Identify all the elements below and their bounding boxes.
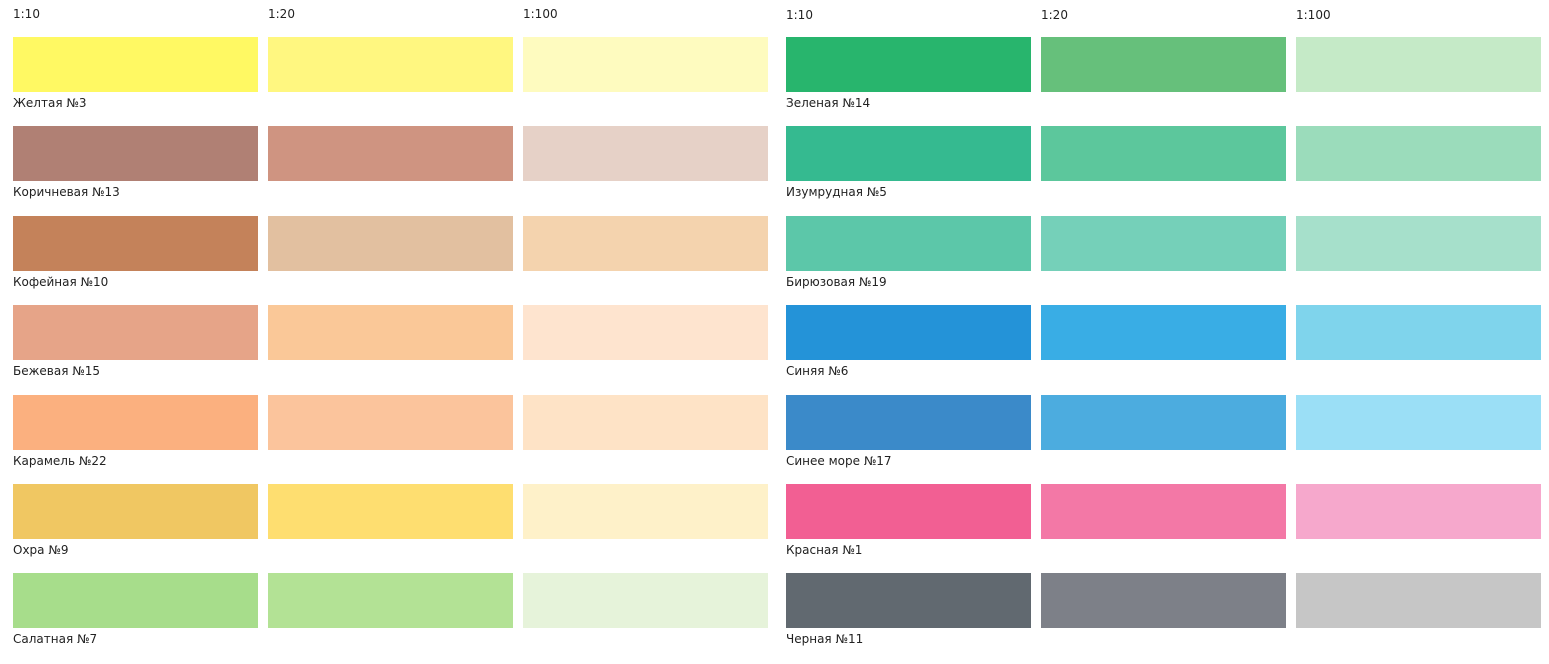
color-name: Красная №1 bbox=[786, 543, 863, 557]
color-swatch bbox=[523, 37, 768, 92]
color-swatch bbox=[268, 573, 513, 629]
color-swatch bbox=[268, 305, 513, 361]
color-swatch bbox=[13, 573, 258, 629]
color-swatch bbox=[1296, 484, 1541, 539]
column-header: 1:20 bbox=[268, 7, 295, 21]
color-swatch bbox=[1296, 215, 1541, 271]
color-swatch bbox=[1041, 484, 1286, 539]
color-swatch bbox=[1041, 37, 1286, 92]
color-name: Бирюзовая №19 bbox=[786, 274, 887, 289]
color-swatch bbox=[1041, 394, 1286, 450]
color-name: Изумрудная №5 bbox=[786, 185, 887, 200]
color-swatch bbox=[268, 126, 513, 182]
color-name: Синяя №6 bbox=[786, 364, 849, 379]
color-swatch bbox=[13, 215, 258, 271]
color-name: Черная №11 bbox=[786, 632, 864, 647]
color-swatch bbox=[786, 484, 1031, 539]
color-swatch bbox=[268, 37, 513, 92]
column-header: 1:100 bbox=[523, 7, 558, 21]
color-swatch bbox=[523, 126, 768, 182]
column-header: 1:100 bbox=[1296, 8, 1331, 22]
color-swatch bbox=[523, 305, 768, 361]
column-header: 1:20 bbox=[1041, 8, 1068, 22]
color-swatch bbox=[1041, 126, 1286, 182]
color-swatch bbox=[13, 484, 258, 539]
color-swatch bbox=[523, 394, 768, 450]
color-swatch bbox=[13, 126, 258, 182]
color-swatch bbox=[1041, 305, 1286, 361]
color-swatch bbox=[1041, 215, 1286, 271]
color-swatch bbox=[1296, 305, 1541, 361]
color-swatch bbox=[786, 394, 1031, 450]
color-name: Зеленая №14 bbox=[786, 96, 871, 110]
color-swatch bbox=[268, 215, 513, 271]
color-swatch bbox=[786, 305, 1031, 361]
color-swatch bbox=[786, 215, 1031, 271]
color-swatch bbox=[1041, 573, 1286, 629]
color-swatch bbox=[1296, 394, 1541, 450]
color-swatch bbox=[786, 573, 1031, 629]
color-name: Синее море №17 bbox=[786, 453, 892, 468]
color-swatch bbox=[1296, 573, 1541, 629]
color-swatch bbox=[523, 215, 768, 271]
color-swatch bbox=[13, 37, 258, 92]
color-swatch bbox=[13, 305, 258, 361]
color-name: Бежевая №15 bbox=[13, 364, 101, 379]
color-swatch bbox=[13, 394, 258, 450]
column-header: 1:10 bbox=[13, 7, 40, 21]
color-name: Желтая №3 bbox=[13, 96, 87, 110]
color-name: Коричневая №13 bbox=[13, 185, 120, 200]
color-swatch bbox=[268, 394, 513, 450]
color-swatch bbox=[1296, 126, 1541, 182]
color-swatch bbox=[1296, 37, 1541, 92]
color-name: Салатная №7 bbox=[13, 632, 98, 647]
color-swatch bbox=[786, 37, 1031, 92]
color-swatch bbox=[523, 573, 768, 629]
color-swatch bbox=[268, 484, 513, 539]
color-name: Охра №9 bbox=[13, 543, 69, 557]
column-header: 1:10 bbox=[786, 8, 813, 22]
color-swatch bbox=[523, 484, 768, 539]
color-name: Карамель №22 bbox=[13, 453, 107, 468]
color-name: Кофейная №10 bbox=[13, 274, 109, 289]
color-swatch bbox=[786, 126, 1031, 182]
